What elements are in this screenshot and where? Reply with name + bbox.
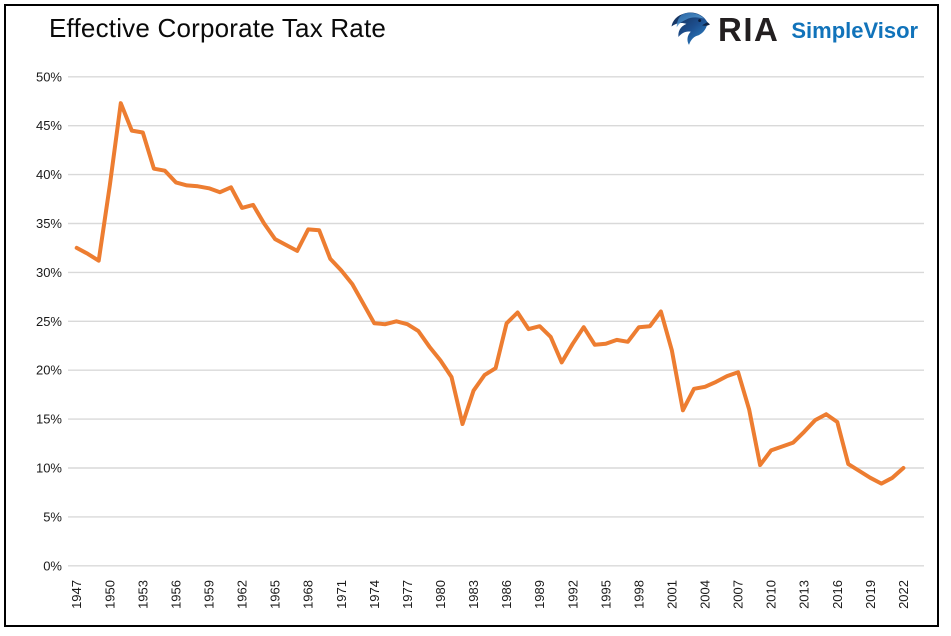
x-axis-tick-label: 1998 <box>631 580 646 609</box>
x-axis-tick-label: 1989 <box>532 580 547 609</box>
y-axis-tick-label: 5% <box>43 509 62 524</box>
y-axis-tick-label: 10% <box>36 461 62 476</box>
x-axis-tick-label: 2013 <box>797 580 812 609</box>
x-axis-tick-label: 1977 <box>400 580 415 609</box>
x-axis-tick-label: 1983 <box>466 580 481 609</box>
x-axis-tick-label: 2010 <box>764 580 779 609</box>
x-axis-tick-label: 1980 <box>433 580 448 609</box>
y-axis-tick-label: 45% <box>36 118 62 133</box>
eagle-icon <box>671 12 710 45</box>
x-axis-tick-label: 1956 <box>168 580 183 609</box>
x-axis-tick-label: 1995 <box>598 580 613 609</box>
x-axis-tick-label: 2004 <box>698 580 713 609</box>
x-axis-tick-label: 2001 <box>664 580 679 609</box>
x-axis-tick-label: 1965 <box>268 580 283 609</box>
chart-title: Effective Corporate Tax Rate <box>49 13 387 43</box>
x-axis-tick-label: 2016 <box>830 580 845 609</box>
x-axis-tick-label: 2019 <box>863 580 878 609</box>
x-axis-tick-label: 1968 <box>301 580 316 609</box>
x-axis-tick-label: 1947 <box>69 580 84 609</box>
x-axis-tick-label: 1971 <box>334 580 349 609</box>
y-axis-tick-label: 50% <box>36 69 62 84</box>
x-axis-tick-label: 1986 <box>499 580 514 609</box>
ria-simplevisor-logo: RIA SimpleVisor <box>668 6 918 54</box>
x-axis-tick-label: 1992 <box>565 580 580 609</box>
y-axis-tick-label: 0% <box>43 558 62 573</box>
y-axis-tick-label: 35% <box>36 216 62 231</box>
x-axis-tick-label: 1962 <box>235 580 250 609</box>
x-axis-tick-label: 2022 <box>896 580 911 609</box>
x-axis-tick-label: 1950 <box>102 580 117 609</box>
y-axis-tick-label: 30% <box>36 265 62 280</box>
tax-rate-line-series <box>74 101 906 486</box>
y-axis-tick-label: 20% <box>36 363 62 378</box>
x-axis-tick-label: 2007 <box>731 580 746 609</box>
y-axis-tick-label: 40% <box>36 167 62 182</box>
y-axis-tick-label: 15% <box>36 412 62 427</box>
logo-brand-text: RIA <box>718 10 780 48</box>
x-axis-tick-label: 1959 <box>202 580 217 609</box>
chart-frame <box>4 4 939 627</box>
x-axis-tick-label: 1974 <box>367 580 382 609</box>
x-axis-tick-label: 1953 <box>135 580 150 609</box>
y-axis-tick-label: 25% <box>36 314 62 329</box>
logo-product-text: SimpleVisor <box>791 18 919 43</box>
